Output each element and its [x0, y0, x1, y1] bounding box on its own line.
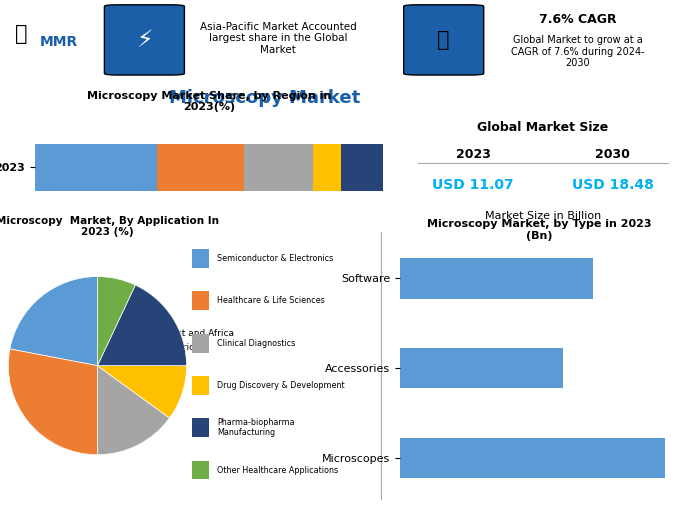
Text: Market Size in Billion: Market Size in Billion: [484, 211, 601, 220]
Bar: [244, 144, 313, 191]
Wedge shape: [97, 285, 187, 366]
Bar: [192, 249, 209, 268]
Text: 🌐: 🌐: [15, 24, 27, 44]
Bar: [192, 334, 209, 353]
Text: Pharma-biopharma
Manufacturing: Pharma-biopharma Manufacturing: [217, 418, 295, 437]
Text: 2023: 2023: [456, 148, 491, 161]
Text: Asia-Pacific Market Accounted
largest share in the Global
Market: Asia-Pacific Market Accounted largest sh…: [200, 22, 357, 55]
Text: 7.6% CAGR: 7.6% CAGR: [539, 13, 617, 26]
Title: Microscopy Market, by Type in 2023
(Bn): Microscopy Market, by Type in 2023 (Bn): [427, 219, 651, 241]
Wedge shape: [97, 366, 187, 418]
Text: Global Market Size: Global Market Size: [477, 122, 608, 134]
Bar: [400, 438, 665, 478]
Bar: [192, 461, 209, 479]
Bar: [157, 144, 244, 191]
Text: Microscopy  Market, By Application In
2023 (%): Microscopy Market, By Application In 202…: [0, 216, 219, 237]
Text: MMR: MMR: [40, 35, 78, 48]
Bar: [192, 418, 209, 437]
FancyBboxPatch shape: [404, 5, 484, 75]
Text: USD 18.48: USD 18.48: [571, 178, 654, 192]
Text: Global Market to grow at a
CAGR of 7.6% during 2024-
2030: Global Market to grow at a CAGR of 7.6% …: [511, 36, 644, 68]
Bar: [313, 144, 341, 191]
Bar: [192, 376, 209, 395]
Bar: [35, 144, 157, 191]
Text: 2030: 2030: [595, 148, 630, 161]
Title: Microscopy Market Share, by Region in
2023(%): Microscopy Market Share, by Region in 20…: [87, 91, 331, 112]
Text: 🔥: 🔥: [437, 30, 450, 50]
Text: ⚡: ⚡: [136, 28, 152, 52]
Bar: [341, 144, 383, 191]
Text: Clinical Diagnostics: Clinical Diagnostics: [217, 339, 295, 348]
Bar: [192, 291, 209, 310]
Wedge shape: [97, 366, 170, 455]
Wedge shape: [10, 277, 97, 366]
Legend: Asia-Pacific, North America, Europe, Middle East and Africa, South America: Asia-Pacific, North America, Europe, Mid…: [22, 325, 237, 369]
Wedge shape: [8, 349, 97, 455]
Bar: [400, 258, 592, 299]
Text: Drug Discovery & Development: Drug Discovery & Development: [217, 381, 345, 390]
Text: Microscopy Market: Microscopy Market: [169, 89, 360, 107]
Text: Semiconductor & Electronics: Semiconductor & Electronics: [217, 254, 333, 263]
Bar: [400, 348, 562, 388]
Wedge shape: [97, 277, 135, 366]
Text: USD 11.07: USD 11.07: [432, 178, 514, 192]
FancyBboxPatch shape: [104, 5, 184, 75]
Text: Healthcare & Life Sciences: Healthcare & Life Sciences: [217, 296, 325, 305]
Text: Other Healthcare Applications: Other Healthcare Applications: [217, 466, 338, 475]
